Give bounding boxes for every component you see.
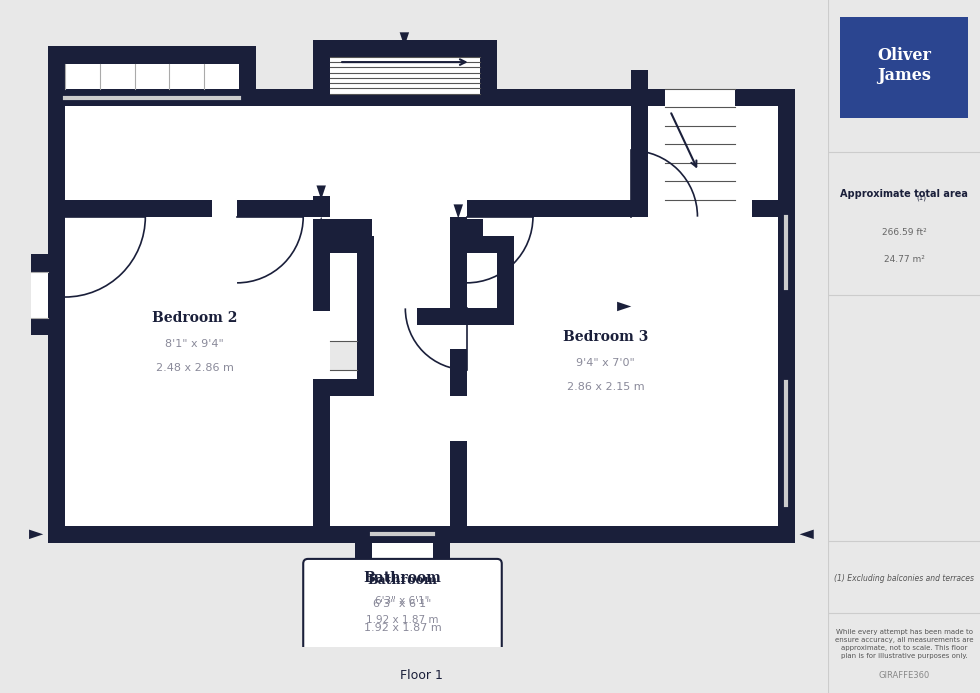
Bar xyxy=(31,254,65,335)
Text: 266.59 ft²: 266.59 ft² xyxy=(882,228,926,236)
Polygon shape xyxy=(359,529,368,543)
Bar xyxy=(665,89,735,200)
Text: 1.92 x 1.87 m: 1.92 x 1.87 m xyxy=(367,615,439,625)
Bar xyxy=(450,218,483,236)
Bar xyxy=(466,236,514,326)
Bar xyxy=(753,200,778,217)
Bar xyxy=(65,200,212,217)
Text: 24.77 m²: 24.77 m² xyxy=(884,256,924,264)
Text: Bedroom 3: Bedroom 3 xyxy=(564,330,649,344)
Polygon shape xyxy=(317,217,326,231)
Polygon shape xyxy=(29,529,43,539)
Bar xyxy=(329,252,357,379)
Text: 8'1" x 9'4": 8'1" x 9'4" xyxy=(165,340,223,349)
Bar xyxy=(450,217,466,295)
Text: GIRAFFE360: GIRAFFE360 xyxy=(878,672,930,680)
Text: (1): (1) xyxy=(916,194,926,200)
Bar xyxy=(466,252,497,308)
Bar xyxy=(65,64,239,89)
Bar xyxy=(65,106,778,526)
Text: Bathroom: Bathroom xyxy=(368,574,437,587)
Polygon shape xyxy=(778,301,792,311)
FancyBboxPatch shape xyxy=(840,17,968,118)
Text: 1.92 x 1.87 m: 1.92 x 1.87 m xyxy=(364,623,441,633)
Text: 9'4" x 7'0": 9'4" x 7'0" xyxy=(576,358,635,368)
Bar xyxy=(313,236,329,311)
FancyBboxPatch shape xyxy=(303,559,502,651)
Bar xyxy=(450,441,466,526)
Bar xyxy=(329,342,357,370)
Polygon shape xyxy=(454,204,463,218)
Text: 6'3" x 6'1": 6'3" x 6'1" xyxy=(373,599,431,609)
Polygon shape xyxy=(800,529,813,539)
Bar xyxy=(450,349,466,396)
Bar xyxy=(313,40,497,94)
Bar xyxy=(329,236,374,396)
Bar xyxy=(450,292,466,326)
Text: 2.48 x 2.86 m: 2.48 x 2.86 m xyxy=(156,363,233,373)
Bar xyxy=(649,89,753,217)
Text: 2.86 x 2.15 m: 2.86 x 2.15 m xyxy=(567,382,645,392)
Bar xyxy=(313,379,329,526)
Text: Oliver
James: Oliver James xyxy=(877,47,931,85)
Bar xyxy=(631,70,649,217)
Bar xyxy=(313,218,372,236)
Polygon shape xyxy=(617,301,631,311)
Bar xyxy=(313,196,329,217)
Polygon shape xyxy=(317,186,326,200)
Text: Bedroom 2: Bedroom 2 xyxy=(152,311,237,325)
Bar xyxy=(355,526,450,576)
Bar xyxy=(329,57,480,94)
Bar xyxy=(48,46,256,89)
Polygon shape xyxy=(400,33,409,46)
Bar xyxy=(372,543,433,576)
Bar xyxy=(237,200,313,217)
Text: Approximate total area: Approximate total area xyxy=(840,189,968,199)
Bar xyxy=(416,308,466,326)
Bar xyxy=(31,272,48,318)
Bar xyxy=(466,200,649,217)
Text: Floor 1: Floor 1 xyxy=(400,669,443,682)
Text: Bathroom: Bathroom xyxy=(364,571,441,585)
Text: While every attempt has been made to
ensure accuracy, all measurements are
appro: While every attempt has been made to ens… xyxy=(835,629,973,660)
Bar xyxy=(48,89,795,543)
Polygon shape xyxy=(436,529,446,543)
Text: (1) Excluding balconies and terraces: (1) Excluding balconies and terraces xyxy=(834,574,974,583)
Text: 6'3" x 6'1": 6'3" x 6'1" xyxy=(375,597,429,606)
Polygon shape xyxy=(454,236,463,249)
